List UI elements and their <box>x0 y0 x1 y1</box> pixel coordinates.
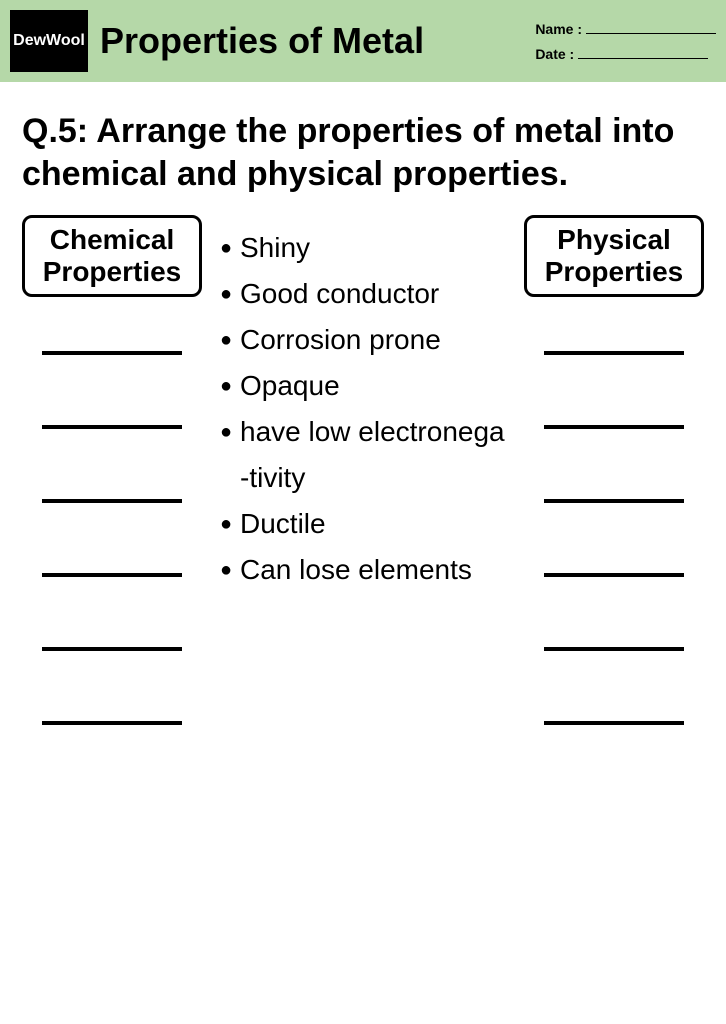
list-item: ●Corrosion prone <box>212 319 514 361</box>
brand-logo: DewWool <box>10 10 88 72</box>
date-row: Date : <box>535 45 716 62</box>
property-text: -tivity <box>240 457 514 499</box>
answer-blank[interactable] <box>42 399 182 429</box>
bullet-icon: ● <box>212 503 240 545</box>
physical-column: Physical Properties <box>524 215 704 769</box>
property-text: Opaque <box>240 365 514 407</box>
property-text: Corrosion prone <box>240 319 514 361</box>
list-item: ●Can lose elements <box>212 549 514 591</box>
bullet-icon: ● <box>212 273 240 315</box>
property-text: Can lose elements <box>240 549 514 591</box>
list-item: ●Ductile <box>212 503 514 545</box>
chemical-box: Chemical Properties <box>22 215 202 297</box>
date-blank[interactable] <box>578 45 708 59</box>
student-meta: Name : Date : <box>535 20 716 62</box>
columns-layout: Chemical Properties ●Shiny ●Good conduct… <box>22 215 704 769</box>
date-label: Date : <box>535 46 574 62</box>
page-title: Properties of Metal <box>100 20 523 62</box>
logo-text: DewWool <box>13 32 85 50</box>
list-item: ●Good conductor <box>212 273 514 315</box>
list-item: ●Opaque <box>212 365 514 407</box>
name-blank[interactable] <box>586 20 716 34</box>
bullet-icon: ● <box>212 411 240 453</box>
answer-blank[interactable] <box>544 547 684 577</box>
answer-blank[interactable] <box>544 473 684 503</box>
question-text: Q.5: Arrange the properties of metal int… <box>22 110 704 195</box>
chemical-column: Chemical Properties <box>22 215 202 769</box>
property-text: Ductile <box>240 503 514 545</box>
name-label: Name : <box>535 21 582 37</box>
bullet-icon: ● <box>212 365 240 407</box>
answer-blank[interactable] <box>544 621 684 651</box>
name-row: Name : <box>535 20 716 37</box>
answer-blank[interactable] <box>544 695 684 725</box>
properties-list: ●Shiny ●Good conductor ●Corrosion prone … <box>212 227 514 591</box>
answer-blank[interactable] <box>42 695 182 725</box>
answer-blank[interactable] <box>42 621 182 651</box>
properties-list-column: ●Shiny ●Good conductor ●Corrosion prone … <box>212 215 514 769</box>
list-item: ●Shiny <box>212 227 514 269</box>
answer-blank[interactable] <box>544 325 684 355</box>
worksheet-content: Q.5: Arrange the properties of metal int… <box>0 82 726 769</box>
physical-box: Physical Properties <box>524 215 704 297</box>
bullet-icon: ● <box>212 227 240 269</box>
list-item: ●-tivity <box>212 457 514 499</box>
bullet-icon: ● <box>212 549 240 591</box>
property-text: have low electronega <box>240 411 514 453</box>
answer-blank[interactable] <box>42 547 182 577</box>
property-text: Shiny <box>240 227 514 269</box>
answer-blank[interactable] <box>544 399 684 429</box>
answer-blank[interactable] <box>42 473 182 503</box>
property-text: Good conductor <box>240 273 514 315</box>
answer-blank[interactable] <box>42 325 182 355</box>
worksheet-header: DewWool Properties of Metal Name : Date … <box>0 0 726 82</box>
bullet-icon: ● <box>212 319 240 361</box>
list-item: ●have low electronega <box>212 411 514 453</box>
